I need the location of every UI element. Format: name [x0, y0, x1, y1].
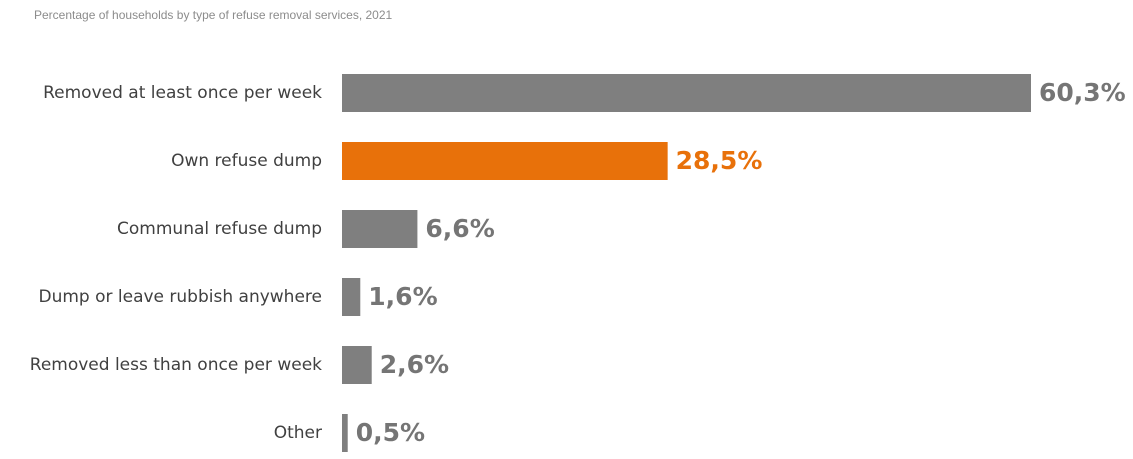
value-label: 2,6% — [380, 350, 449, 379]
bar — [342, 414, 348, 452]
category-label: Own refuse dump — [171, 151, 322, 171]
category-label: Communal refuse dump — [117, 219, 322, 239]
bar — [342, 74, 1031, 112]
value-label: 28,5% — [676, 146, 763, 175]
value-label: 6,6% — [425, 214, 494, 243]
value-label: 60,3% — [1039, 78, 1126, 107]
category-label: Removed less than once per week — [30, 355, 322, 375]
value-label: 0,5% — [356, 418, 425, 447]
value-label: 1,6% — [368, 282, 437, 311]
category-label: Removed at least once per week — [43, 83, 322, 103]
bar — [342, 210, 418, 248]
category-label: Dump or leave rubbish anywhere — [38, 287, 322, 307]
bar — [342, 346, 372, 384]
chart-title: Percentage of households by type of refu… — [34, 8, 393, 22]
bar — [342, 142, 668, 180]
bar — [342, 278, 361, 316]
category-label: Other — [274, 423, 322, 443]
